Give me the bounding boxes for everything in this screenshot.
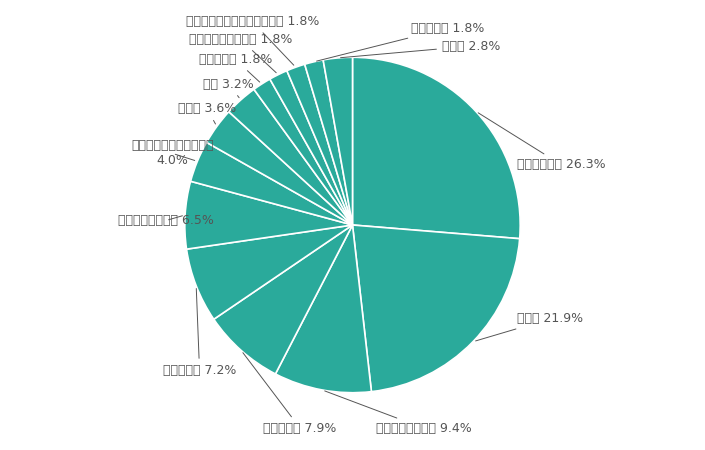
Text: 情報通信業 7.9%: 情報通信業 7.9% xyxy=(243,353,337,435)
Wedge shape xyxy=(352,225,520,392)
Text: 宿泊業、飲食サービス業
4.0%: 宿泊業、飲食サービス業 4.0% xyxy=(131,140,214,167)
Wedge shape xyxy=(352,57,520,239)
Wedge shape xyxy=(270,71,352,225)
Wedge shape xyxy=(229,89,352,225)
Wedge shape xyxy=(276,225,372,393)
Text: 卸売・小売業 26.3%: 卸売・小売業 26.3% xyxy=(478,113,606,171)
Text: 不動産・物品賃貸業 1.8%: 不動産・物品賃貸業 1.8% xyxy=(189,33,292,73)
Wedge shape xyxy=(305,60,352,225)
Text: サービス業 7.2%: サービス業 7.2% xyxy=(163,288,236,377)
Wedge shape xyxy=(185,181,352,249)
Text: 公務 3.2%: 公務 3.2% xyxy=(203,78,254,98)
Wedge shape xyxy=(287,64,352,225)
Text: 教育・学習支援業 9.4%: 教育・学習支援業 9.4% xyxy=(325,391,472,435)
Text: 医療、福祉 1.8%: 医療、福祉 1.8% xyxy=(317,22,484,61)
Text: その他 2.8%: その他 2.8% xyxy=(341,40,501,58)
Wedge shape xyxy=(187,225,352,319)
Wedge shape xyxy=(207,112,352,225)
Text: 生活関連サービス業、娯楽業 1.8%: 生活関連サービス業、娯楽業 1.8% xyxy=(185,15,319,65)
Text: 製造業 21.9%: 製造業 21.9% xyxy=(476,312,583,341)
Text: 建設業 3.6%: 建設業 3.6% xyxy=(178,102,236,124)
Text: 複合サービス事業 6.5%: 複合サービス事業 6.5% xyxy=(118,214,214,227)
Wedge shape xyxy=(254,79,352,225)
Wedge shape xyxy=(323,57,352,225)
Wedge shape xyxy=(214,225,352,374)
Wedge shape xyxy=(190,142,352,225)
Text: 農業、林業 1.8%: 農業、林業 1.8% xyxy=(199,53,272,82)
